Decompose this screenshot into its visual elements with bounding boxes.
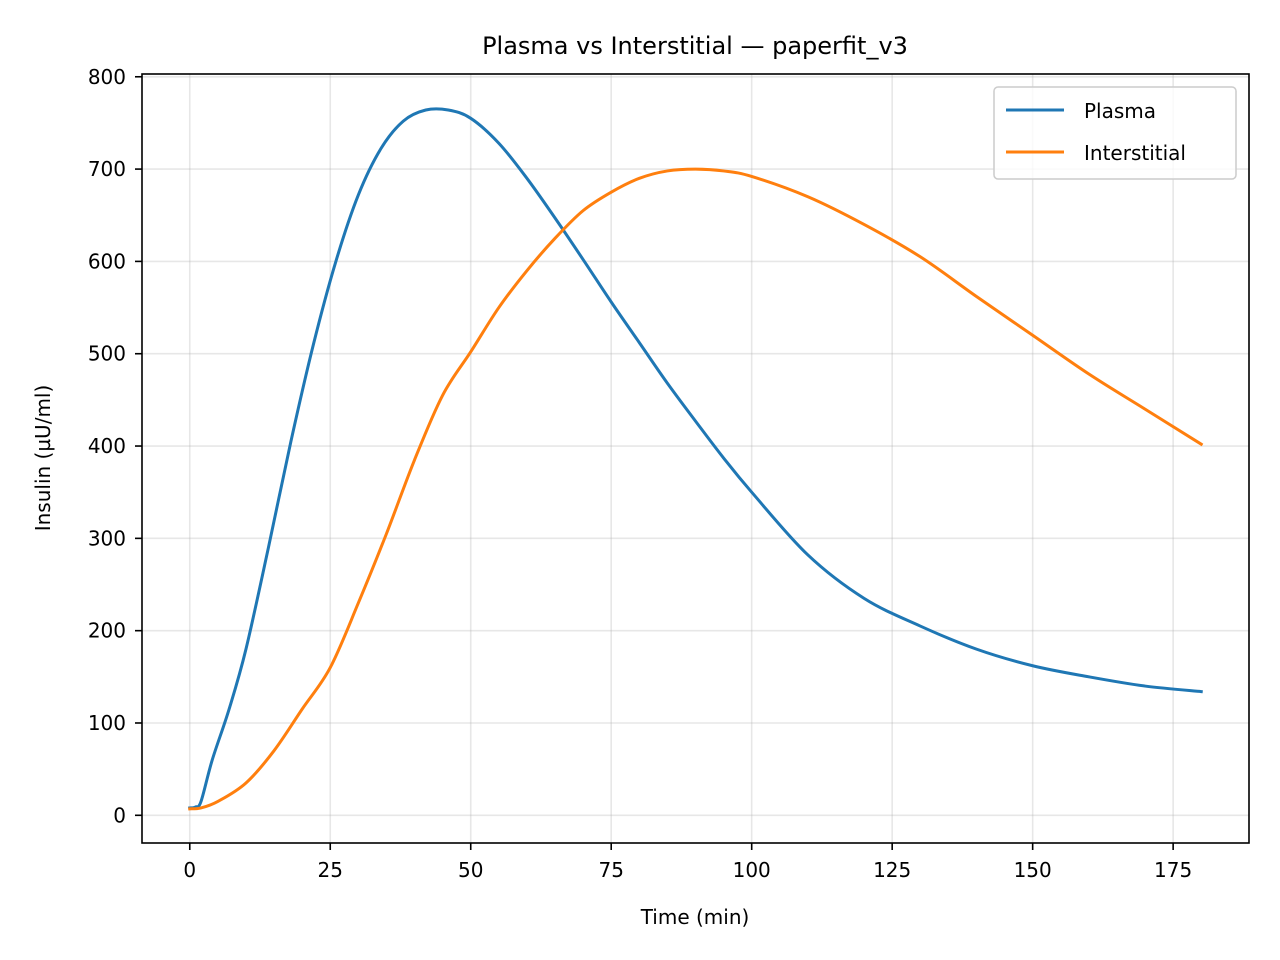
legend-label-plasma: Plasma [1084, 99, 1156, 123]
x-axis-ticks: 0 25 50 75 100 125 150 175 [183, 843, 1192, 882]
x-tick-label: 100 [733, 858, 771, 882]
y-tick-label: 100 [88, 711, 126, 735]
y-tick-label: 700 [88, 157, 126, 181]
x-tick-label: 125 [873, 858, 911, 882]
y-tick-label: 500 [88, 342, 126, 366]
legend-label-interstitial: Interstitial [1084, 141, 1186, 165]
y-axis-ticks: 0 100 200 300 400 500 600 700 800 [88, 65, 142, 827]
y-tick-label: 0 [113, 803, 126, 827]
y-tick-label: 200 [88, 619, 126, 643]
y-axis-title: Insulin (µU/ml) [31, 385, 55, 532]
series-line-plasma [188, 107, 1203, 810]
grid-lines [142, 74, 1249, 843]
y-tick-label: 400 [88, 434, 126, 458]
y-tick-label: 800 [88, 65, 126, 89]
x-tick-label: 175 [1154, 858, 1192, 882]
chart-title: Plasma vs Interstitial — paperfit_v3 [482, 32, 908, 60]
series-line-interstitial [188, 167, 1204, 811]
x-tick-label: 150 [1014, 858, 1052, 882]
y-tick-label: 600 [88, 249, 126, 273]
plot-area-frame [141, 73, 1250, 844]
x-tick-label: 0 [183, 858, 196, 882]
y-tick-label: 300 [88, 526, 126, 550]
x-tick-label: 50 [458, 858, 483, 882]
legend: Plasma Interstitial [993, 86, 1237, 180]
x-tick-label: 75 [598, 858, 623, 882]
series-lines [188, 107, 1204, 811]
x-tick-label: 25 [318, 858, 343, 882]
x-axis-title: Time (min) [640, 905, 750, 929]
